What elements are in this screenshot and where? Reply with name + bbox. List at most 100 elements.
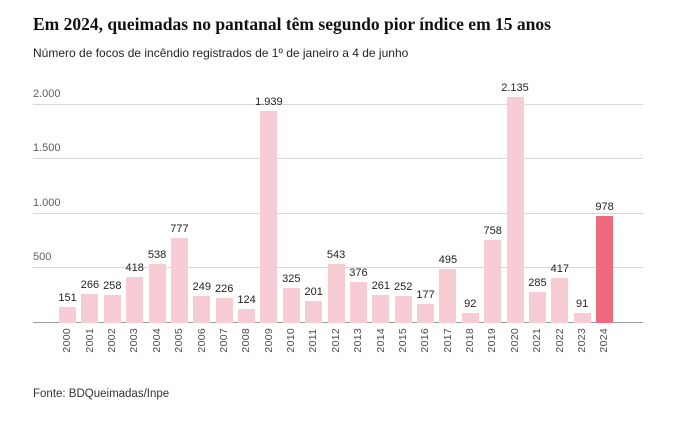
year-slot: 2002 [104,328,121,353]
year-slot: 2009 [260,328,277,353]
year-slot: 2022 [551,328,568,353]
year-slot: 2018 [462,328,479,353]
bar-highlighted [596,216,613,323]
bar [215,298,233,323]
bar-slot: 258 [103,83,122,323]
bar-value-label: 266 [80,278,100,291]
bar [349,281,367,323]
bar [81,293,99,323]
x-tick-label: 2001 [83,328,96,353]
x-axis: 2000 2001 2002 2003 2004 2005 2006 2007 2008 2009… [33,328,643,353]
year-slot: 2021 [529,328,546,353]
year-slot: 2006 [193,328,210,353]
bar [461,312,479,323]
bar [506,97,524,323]
chart-subtitle: Número de focos de incêndio registrados … [33,46,409,60]
bar-slot: 538 [147,83,167,323]
bar-value-label: 777 [170,223,189,236]
bar-slot: 325 [282,83,301,323]
bar-slot: 226 [214,83,234,323]
bar-value-label: 2.135 [501,82,529,94]
x-tick-label: 2000 [61,328,74,353]
bar-slot: 418 [125,83,144,323]
bar-slot: 758 [483,83,502,323]
x-tick-label: 2007 [217,328,230,353]
x-tick-label: 2013 [352,328,365,353]
bar-value-label: 376 [349,266,368,279]
year-slot: 2024 [596,328,613,353]
bar [148,264,166,323]
year-slot: 2020 [507,328,524,353]
bar [238,309,255,323]
bar-value-label: 226 [214,283,234,296]
year-slot: 2015 [395,328,412,353]
y-tick-label: 1.500 [33,142,61,155]
year-slot: 2005 [171,328,188,353]
bar [327,263,345,323]
bar [417,303,434,323]
year-slot: 2011 [305,328,322,353]
bar-slot: 151 [58,83,77,323]
bar-slot: 261 [371,83,390,323]
y-tick-label: 1.000 [33,196,61,209]
year-slot: 2017 [439,328,456,353]
bar-slot: 266 [80,83,100,323]
bar-value-label: 258 [103,279,122,292]
bar [573,313,591,323]
bar-value-label: 417 [550,262,569,275]
year-slot: 2010 [283,328,300,353]
bar [193,295,211,323]
x-tick-label: 2022 [553,328,566,353]
year-slot: 2013 [350,328,367,353]
x-tick-label: 2017 [441,328,454,353]
bar-slot: 124 [237,83,256,323]
bar [170,238,188,323]
plot-area: 500 1.000 1.500 2.000 151 266 258 418 538 777 249 2… [33,83,643,323]
year-slot: 2003 [126,328,143,353]
x-tick-label: 2024 [598,328,611,353]
year-slot: 2016 [417,328,434,353]
bar-slot: 543 [326,83,346,323]
bar-slot: 2.135 [501,83,529,323]
bar-value-label: 978 [595,201,614,214]
x-tick-label: 2011 [307,328,320,353]
bar [551,277,569,323]
bar-value-label: 124 [237,294,256,307]
y-tick-label: 500 [33,251,52,264]
year-slot: 2014 [372,328,389,353]
bar-slot: 252 [394,83,412,323]
bar-value-label: 543 [326,248,346,261]
bar-slot: 285 [528,83,547,323]
bar-slot: 177 [416,83,435,323]
bar [372,294,390,323]
x-tick-label: 2003 [128,328,141,353]
bar-value-label: 285 [528,276,547,289]
bars-container: 151 266 258 418 538 777 249 226 124 1.939 325 201 54… [58,83,614,323]
bar-slot: 249 [193,83,211,323]
bar [282,287,300,323]
bar-slot: 777 [170,83,189,323]
bar [439,269,457,323]
bar-value-label: 151 [58,291,77,304]
bar-value-label: 201 [304,286,323,299]
gridline [33,158,643,160]
x-tick-label: 2019 [486,328,499,353]
x-tick-label: 2006 [195,328,208,353]
x-tick-label: 2020 [508,328,521,353]
x-tick-label: 2023 [575,328,588,353]
year-slot: 2023 [574,328,591,353]
gridline [33,103,643,105]
year-slot: 2001 [81,328,98,353]
bar-value-label: 495 [438,254,458,266]
bar-slot: 91 [573,83,591,323]
bar-value-label: 325 [282,272,301,285]
bar-value-label: 538 [147,249,167,262]
bar-value-label: 1.939 [255,96,283,109]
bar [126,277,144,323]
x-tick-label: 2010 [285,328,297,353]
bar-value-label: 261 [371,279,390,292]
bar-slot: 92 [461,83,479,323]
year-slot: 2007 [216,328,233,353]
bar [103,294,121,323]
y-tick-label: 2.000 [33,87,61,100]
